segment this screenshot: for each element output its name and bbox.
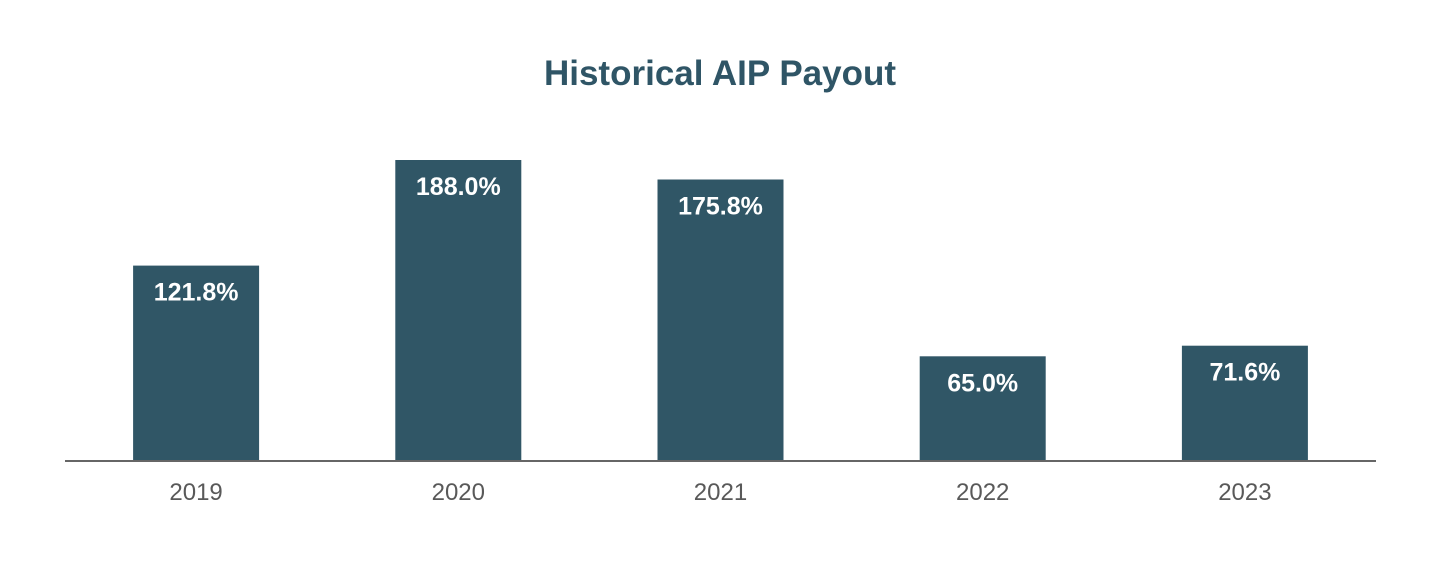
bar-2022 <box>919 356 1046 460</box>
bars-layer <box>133 160 1308 460</box>
x-tick-label-2023: 2023 <box>1218 479 1271 506</box>
data-label-2021: 175.8% <box>678 193 763 221</box>
data-label-2022: 65.0% <box>947 369 1018 397</box>
bar-2023 <box>1181 345 1308 460</box>
bar-2020 <box>395 160 522 460</box>
x-tick-label-2021: 2021 <box>694 479 747 506</box>
x-tick-label-2019: 2019 <box>169 479 222 506</box>
chart-title: Historical AIP Payout <box>543 54 897 93</box>
bar-2021 <box>657 179 784 460</box>
data-labels-layer: 121.8% 188.0% 175.8% 65.0% 71.6% <box>154 173 1281 397</box>
x-tick-labels-layer: 2019 2020 2021 2022 2023 <box>169 479 1271 506</box>
x-tick-label-2022: 2022 <box>956 479 1009 506</box>
x-tick-label-2020: 2020 <box>432 479 485 506</box>
data-label-2023: 71.6% <box>1209 359 1280 387</box>
bar-2019 <box>133 265 260 460</box>
data-label-2019: 121.8% <box>154 279 239 307</box>
data-label-2020: 188.0% <box>416 173 501 201</box>
